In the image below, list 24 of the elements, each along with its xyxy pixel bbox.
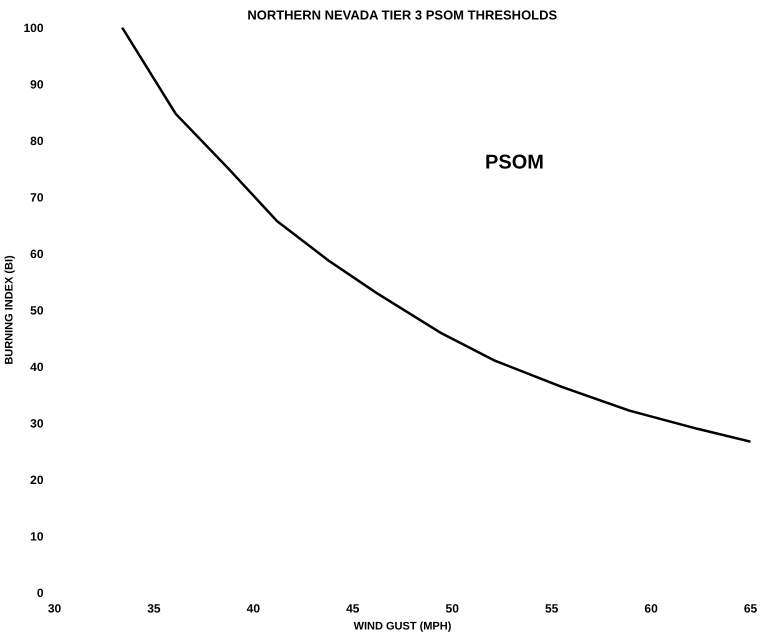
x-tick-label: 65 xyxy=(744,602,758,616)
x-tick-label: 60 xyxy=(644,602,658,616)
chart-title: NORTHERN NEVADA TIER 3 PSOM THRESHOLDS xyxy=(247,8,558,22)
x-tick-label: 30 xyxy=(48,602,62,616)
y-tick-label: 100 xyxy=(23,21,44,35)
y-tick-label: 90 xyxy=(30,78,44,92)
y-axis-title: BURNING INDEX (BI) xyxy=(3,254,16,365)
y-tick-label: 20 xyxy=(30,473,44,487)
x-axis-title: WIND GUST (MPH) xyxy=(354,620,452,632)
x-tick-label: 35 xyxy=(147,602,161,616)
y-tick-label: 0 xyxy=(36,586,44,600)
x-tick-label: 50 xyxy=(446,602,460,616)
x-tick-label: 40 xyxy=(246,602,260,616)
y-tick-label: 30 xyxy=(30,416,44,430)
line-series xyxy=(120,28,750,443)
y-tick-label: 60 xyxy=(30,247,44,261)
y-tick-label: 40 xyxy=(30,360,44,374)
y-tick-label: 70 xyxy=(30,190,44,204)
y-tick-label: 80 xyxy=(30,134,44,148)
y-tick-label: 50 xyxy=(30,304,44,318)
annotation: PSOM xyxy=(485,152,544,174)
y-tick-label: 10 xyxy=(30,530,44,544)
x-tick-label: 55 xyxy=(544,602,559,616)
x-tick-label: 45 xyxy=(346,602,360,616)
